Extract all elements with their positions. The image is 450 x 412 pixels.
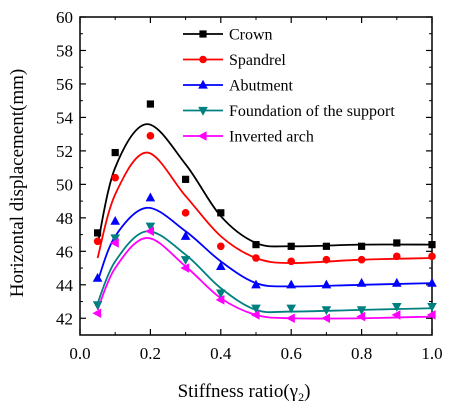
point-spandrel [181,209,190,217]
point-abutment [180,231,191,240]
point-spandrel [357,255,366,264]
point-abutment [356,277,367,287]
point-foundation-of-the-support [92,301,103,311]
y-tick-label: 44 [56,276,74,295]
y-tick-label: 54 [56,108,74,127]
point-inverted-arch [180,263,190,273]
point-inverted-arch [321,313,330,324]
legend-marker-spandrel [199,55,207,64]
point-abutment [110,215,120,225]
point-spandrel [393,252,401,261]
x-axis-label-text: Stiffness ratio( [178,381,290,402]
point-crown [358,242,366,250]
point-abutment [251,279,261,289]
point-spandrel [111,173,119,182]
point-crown [287,242,295,250]
point-foundation-of-the-support [286,304,296,314]
point-foundation-of-the-support [427,302,437,312]
point-crown [146,100,154,108]
point-crown [252,241,260,249]
legend-label-abutment: Abutment [229,78,294,95]
point-abutment [92,272,103,282]
data-markers [92,100,437,324]
legend-label-crown: Crown [229,27,273,44]
point-inverted-arch [250,310,260,320]
legend: Crown Spandrel Abutment Foundation of the s… [183,27,395,146]
point-foundation-of-the-support [251,304,261,314]
y-tick-label: 50 [56,175,73,194]
point-foundation-of-the-support [216,289,226,299]
y-tick-label: 48 [56,209,73,228]
x-tick-label: 1.0 [421,344,442,363]
point-inverted-arch [110,238,119,248]
point-inverted-arch [426,310,436,320]
point-crown [94,229,102,237]
point-inverted-arch [92,308,102,319]
point-spandrel [428,252,436,261]
x-tick-label: 0.4 [210,344,232,363]
curve-spandrel [96,151,433,264]
point-spandrel [146,132,155,140]
point-foundation-of-the-support [110,234,120,244]
point-inverted-arch [286,313,295,324]
legend-marker-foundation-of-the-support [198,106,208,116]
point-crown [111,148,119,157]
point-abutment [427,277,437,287]
point-crown [393,239,401,247]
x-tick-label: 0.6 [281,344,302,363]
point-foundation-of-the-support [321,306,332,316]
axes: 0.0 0.2 0.4 0.6 0.8 1.0 42 44 46 48 50 52 54 56 58 60 [56,8,443,363]
x-tick-label: 0.8 [351,344,372,363]
x-axis-label-close: ) [304,381,310,402]
point-spandrel [322,255,331,264]
y-tick-label: 42 [56,309,73,328]
fitted-curves [96,123,433,320]
point-abutment [145,192,156,202]
point-crown [217,209,225,217]
point-inverted-arch [215,295,225,305]
point-abutment [286,279,296,289]
y-tick-label: 52 [56,142,73,161]
curve-inverted-arch [96,237,433,320]
point-inverted-arch [145,226,154,237]
point-spandrel [287,257,296,266]
legend-marker-abutment [198,79,208,89]
point-abutment [216,261,226,270]
point-spandrel [217,242,225,251]
point-inverted-arch [356,311,366,322]
x-axis-label-symbol: γ [289,381,298,402]
point-crown [182,175,190,183]
point-foundation-of-the-support [145,222,156,232]
point-foundation-of-the-support [356,306,367,316]
x-axis-label-subscript: 2 [298,390,304,404]
point-crown [428,241,436,249]
legend-marker-inverted-arch [197,131,207,141]
point-spandrel [252,254,260,262]
point-crown [322,242,330,250]
point-spandrel [93,237,102,246]
x-axis-label: Stiffness ratio(γ2) [178,381,311,404]
point-abutment [392,277,402,287]
y-tick-label: 56 [56,75,73,94]
y-tick-label: 60 [56,8,73,27]
legend-label-spandrel: Spandrel [229,52,286,69]
x-tick-label: 0.2 [140,344,161,363]
legend-label-foundation-of-the-support: Foundation of the support [229,103,395,120]
x-tick-label: 0.0 [69,344,90,363]
legend-marker-crown [199,30,207,38]
legend-label-inverted-arch: Inverted arch [229,129,314,146]
y-tick-label: 46 [56,242,73,261]
y-tick-label: 58 [56,41,73,60]
point-abutment [321,279,332,289]
point-foundation-of-the-support [392,302,402,312]
curve-foundation-of-the-support [96,230,433,314]
curve-abutment [96,206,433,288]
point-foundation-of-the-support [180,256,191,265]
y-axis-label: Horizontal displacement(mm) [7,69,28,297]
point-inverted-arch [391,310,401,320]
